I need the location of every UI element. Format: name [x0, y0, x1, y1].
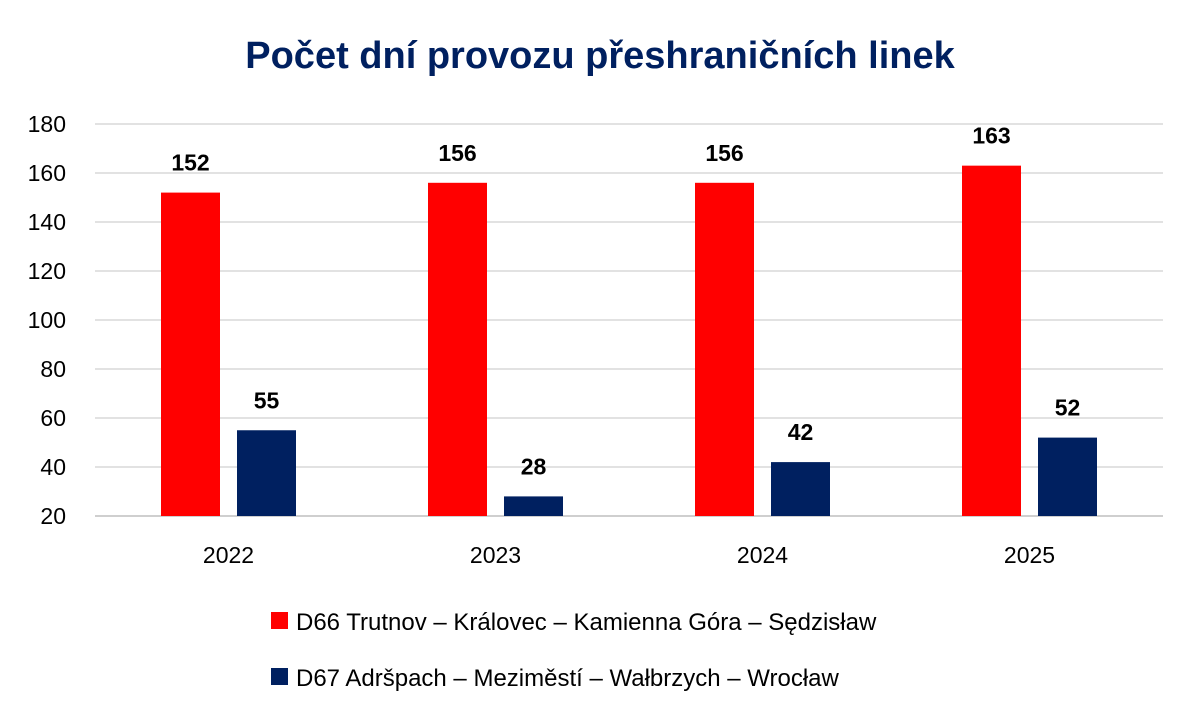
- legend-swatch: [271, 668, 288, 685]
- legend-swatch: [271, 612, 288, 629]
- data-label: 42: [788, 419, 814, 445]
- bar: [1038, 437, 1097, 516]
- x-tick-label: 2025: [1004, 542, 1055, 568]
- y-axis: 20 40 60 80 100 120 140 160 180: [28, 111, 66, 529]
- x-axis: 2022 2023 2024 2025: [203, 542, 1055, 568]
- y-tick-label: 40: [40, 454, 66, 480]
- data-label: 152: [171, 150, 209, 176]
- bars: 152 55 156 28 156 42 163 52: [161, 123, 1097, 517]
- y-tick-label: 120: [28, 258, 66, 284]
- y-tick-label: 60: [40, 405, 66, 431]
- data-label: 28: [521, 453, 547, 479]
- x-tick-label: 2023: [470, 542, 521, 568]
- bar: [962, 165, 1021, 516]
- bar: [771, 462, 830, 516]
- bar: [161, 192, 220, 516]
- x-tick-label: 2024: [737, 542, 788, 568]
- y-tick-label: 160: [28, 160, 66, 186]
- x-tick-label: 2022: [203, 542, 254, 568]
- y-tick-label: 180: [28, 111, 66, 137]
- y-tick-label: 100: [28, 307, 66, 333]
- bar: [504, 496, 563, 516]
- y-tick-label: 80: [40, 356, 66, 382]
- data-label: 52: [1055, 395, 1081, 421]
- data-label: 156: [438, 140, 476, 166]
- chart-title: Počet dní provozu přeshraničních linek: [245, 35, 955, 77]
- bar: [695, 182, 754, 517]
- bar: [237, 430, 296, 516]
- data-label: 55: [254, 387, 280, 413]
- legend: D66 Trutnov – Královec – Kamienna Góra –…: [271, 609, 877, 692]
- bar: [428, 182, 487, 517]
- data-label: 163: [972, 123, 1010, 149]
- y-tick-label: 140: [28, 209, 66, 235]
- legend-label: D67 Adršpach – Meziměstí – Wałbrzych – W…: [296, 665, 840, 692]
- y-tick-label: 20: [40, 503, 66, 529]
- data-label: 156: [705, 140, 743, 166]
- legend-label: D66 Trutnov – Královec – Kamienna Góra –…: [296, 609, 877, 636]
